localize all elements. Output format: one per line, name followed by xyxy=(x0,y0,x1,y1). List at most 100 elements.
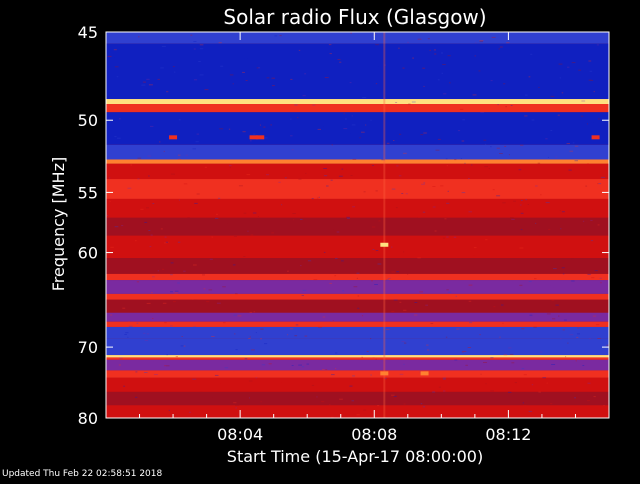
noise-speck xyxy=(591,121,594,123)
noise-speck xyxy=(166,91,169,93)
noise-speck xyxy=(305,172,307,174)
noise-speck xyxy=(547,156,549,158)
noise-speck xyxy=(293,219,295,221)
noise-speck xyxy=(565,137,567,138)
noise-speck xyxy=(432,186,436,187)
noise-speck xyxy=(508,298,511,300)
noise-speck xyxy=(141,84,146,86)
noise-speck xyxy=(323,168,327,169)
noise-speck xyxy=(503,83,506,85)
noise-speck xyxy=(260,401,262,403)
noise-speck xyxy=(322,106,325,108)
noise-speck xyxy=(175,356,178,358)
noise-speck xyxy=(253,311,255,313)
noise-speck xyxy=(533,326,537,328)
noise-speck xyxy=(359,137,361,139)
noise-speck xyxy=(419,291,424,293)
noise-speck xyxy=(409,167,413,169)
noise-speck xyxy=(261,364,266,366)
noise-speck xyxy=(479,40,484,41)
frequency-band xyxy=(106,357,609,360)
noise-speck xyxy=(446,165,448,167)
noise-speck xyxy=(557,114,560,116)
noise-speck xyxy=(331,374,335,376)
frequency-band xyxy=(106,405,609,418)
noise-speck xyxy=(183,270,186,272)
noise-speck xyxy=(251,319,255,321)
noise-speck xyxy=(326,185,329,187)
noise-speck xyxy=(152,360,154,362)
noise-speck xyxy=(233,370,235,372)
noise-speck xyxy=(527,138,532,140)
burst-hotspot xyxy=(420,371,429,376)
noise-speck xyxy=(510,105,513,106)
noise-speck xyxy=(571,62,576,64)
noise-speck xyxy=(398,175,402,177)
noise-speck xyxy=(603,404,605,406)
frequency-band xyxy=(106,235,609,259)
noise-speck xyxy=(542,377,546,379)
noise-speck xyxy=(157,410,161,412)
noise-speck xyxy=(250,234,254,236)
noise-speck xyxy=(592,315,597,317)
noise-speck xyxy=(193,48,196,50)
noise-speck xyxy=(370,338,372,340)
noise-speck xyxy=(311,198,314,200)
noise-speck xyxy=(488,168,490,170)
noise-speck xyxy=(202,274,205,276)
noise-speck xyxy=(386,329,390,331)
noise-speck xyxy=(519,284,523,286)
noise-speck xyxy=(420,403,423,405)
noise-speck xyxy=(255,332,257,334)
noise-speck xyxy=(518,169,522,171)
noise-speck xyxy=(236,143,239,145)
noise-speck xyxy=(422,410,427,412)
noise-speck xyxy=(538,86,540,88)
noise-speck xyxy=(395,207,398,209)
noise-speck xyxy=(211,236,213,238)
noise-speck xyxy=(233,260,237,262)
noise-speck xyxy=(386,279,389,281)
noise-speck xyxy=(307,260,312,262)
noise-speck xyxy=(506,191,510,193)
noise-speck xyxy=(263,126,266,128)
noise-speck xyxy=(206,301,210,303)
noise-speck xyxy=(135,396,138,398)
noise-speck xyxy=(377,65,379,67)
noise-speck xyxy=(150,234,153,236)
noise-speck xyxy=(343,128,348,130)
noise-speck xyxy=(110,246,114,248)
burst-hotspot xyxy=(169,135,178,140)
noise-speck xyxy=(214,374,219,376)
noise-speck xyxy=(203,288,206,290)
noise-speck xyxy=(306,363,310,365)
noise-speck xyxy=(438,386,441,388)
noise-speck xyxy=(363,409,367,411)
noise-speck xyxy=(342,290,345,292)
noise-speck xyxy=(372,357,375,359)
noise-speck xyxy=(372,165,374,166)
noise-speck xyxy=(160,67,164,69)
noise-speck xyxy=(321,401,325,403)
noise-speck xyxy=(316,197,319,199)
noise-speck xyxy=(396,165,399,167)
noise-speck xyxy=(445,158,448,160)
noise-speck xyxy=(597,224,600,226)
noise-speck xyxy=(398,47,400,49)
noise-speck xyxy=(591,277,595,279)
noise-speck xyxy=(425,304,428,306)
noise-speck xyxy=(527,204,529,205)
noise-speck xyxy=(453,236,457,238)
noise-speck xyxy=(434,53,437,55)
noise-speck xyxy=(540,351,543,353)
noise-speck xyxy=(162,226,166,228)
noise-speck xyxy=(119,118,121,120)
noise-speck xyxy=(535,222,537,224)
noise-speck xyxy=(146,302,151,304)
noise-speck xyxy=(318,326,322,328)
noise-speck xyxy=(567,66,570,68)
noise-speck xyxy=(211,396,213,398)
noise-speck xyxy=(253,133,256,135)
noise-speck xyxy=(595,324,600,326)
